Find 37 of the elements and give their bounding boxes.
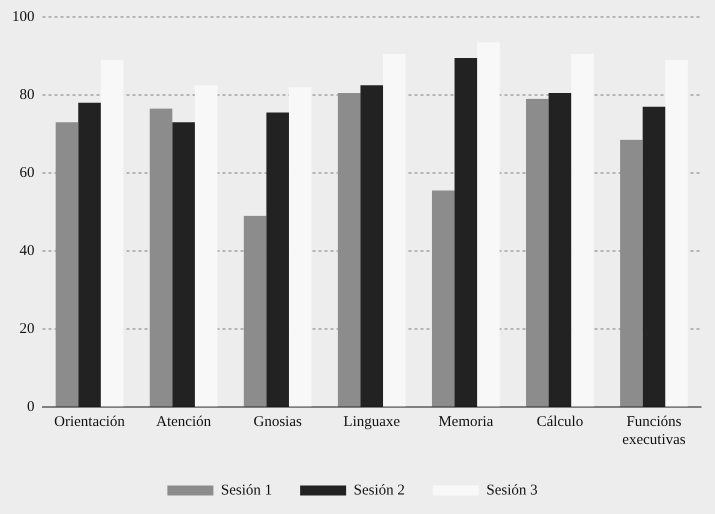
bar (642, 106, 666, 407)
y-tick-label: 20 (20, 320, 34, 337)
bar (477, 42, 500, 407)
bar (454, 58, 478, 407)
y-tick-label: 100 (12, 8, 34, 25)
bar (150, 108, 172, 407)
bar (432, 190, 455, 407)
y-tick-label: 60 (20, 164, 34, 181)
y-tick-label: 0 (27, 398, 34, 415)
x-tick-label: Gnosias (254, 414, 302, 430)
bar (665, 60, 688, 407)
bar (78, 102, 101, 407)
legend-label: Sesión 1 (220, 482, 272, 498)
x-tick-label: Cálculo (536, 414, 584, 430)
legend-label: Sesión 2 (354, 482, 405, 498)
x-tick-label: Funcións executivas (622, 414, 686, 448)
bar (266, 112, 289, 407)
bar (383, 54, 406, 407)
x-tick-label: Memoria (438, 414, 494, 430)
y-tick-label: 80 (20, 86, 34, 103)
bar (56, 122, 78, 407)
bar (244, 216, 266, 407)
x-tick-label: Linguaxe (343, 414, 400, 430)
bar (100, 60, 124, 407)
bar (526, 98, 549, 407)
bar (288, 87, 312, 407)
legend-label: Sesión 3 (486, 482, 538, 498)
y-tick-label: 40 (20, 242, 34, 259)
bar (338, 93, 360, 407)
bar (571, 54, 594, 407)
bar (360, 85, 384, 407)
bar (172, 122, 195, 407)
x-tick-label: Atención (156, 414, 212, 430)
bar (548, 93, 572, 407)
bar (194, 85, 218, 407)
x-tick-label: Orientación (54, 414, 126, 430)
bar (620, 140, 643, 407)
